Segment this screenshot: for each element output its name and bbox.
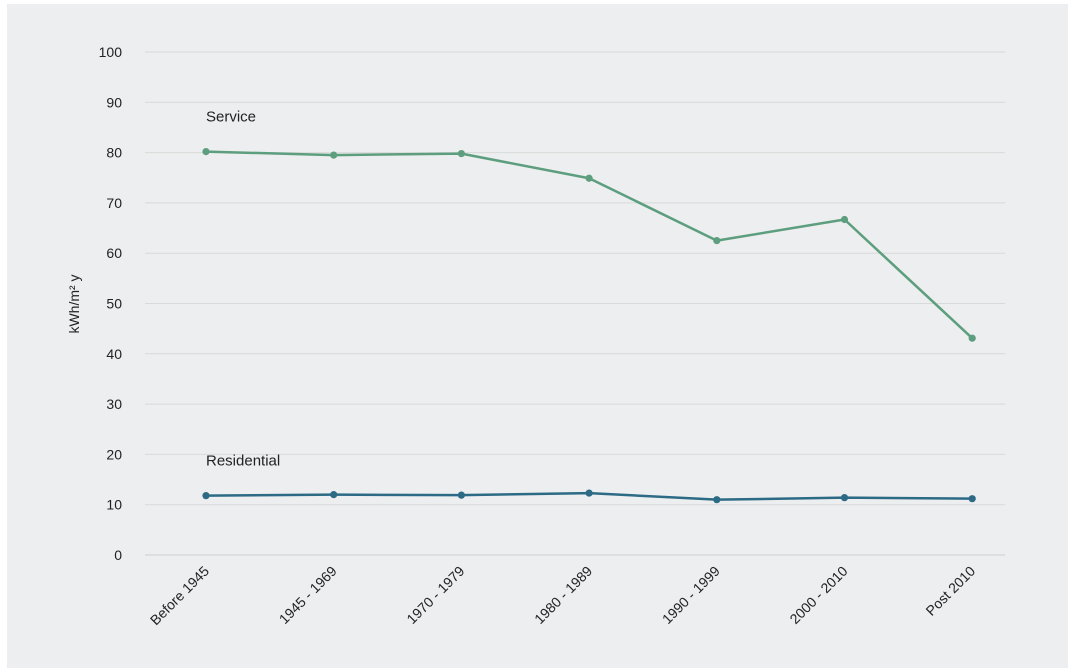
series-label: Service: [206, 109, 256, 126]
y-axis-ticks: 0 10 20 30 40 50 60 70 80 90 100: [99, 44, 123, 563]
y-tick-label: 90: [106, 94, 122, 110]
y-tick-label: 30: [106, 396, 122, 412]
y-tick-label: 50: [106, 296, 122, 312]
series-labels: Service Residential: [206, 109, 280, 470]
y-tick-label: 60: [106, 245, 122, 261]
x-tick-label: 1970 - 1979: [403, 563, 467, 627]
y-tick-label: 40: [106, 346, 122, 362]
series-lines: [202, 147, 976, 504]
data-point: [457, 150, 465, 158]
y-tick-label: 10: [106, 497, 122, 513]
data-point: [840, 215, 849, 224]
y-tick-label: 20: [106, 446, 122, 462]
data-point: [840, 494, 849, 502]
data-point: [202, 492, 210, 500]
chart-panel: 0 10 20 30 40 50 60 70 80 90 100 Before 1945 1945 -…: [7, 4, 1068, 668]
data-point: [585, 174, 593, 182]
data-point: [968, 495, 976, 503]
y-axis-label: kWh/m² y: [66, 274, 82, 333]
x-tick-label: 1945 - 1969: [276, 563, 340, 627]
x-tick-label: Before 1945: [147, 563, 212, 628]
data-point: [330, 491, 338, 499]
data-point: [585, 489, 593, 497]
y-tick-label: 0: [114, 547, 122, 563]
x-tick-label: Post 2010: [922, 563, 978, 619]
data-point: [457, 491, 465, 499]
y-tick-label: 80: [106, 145, 122, 161]
y-tick-label: 100: [99, 44, 123, 60]
line-chart: 0 10 20 30 40 50 60 70 80 90 100 Before 1945 1945 -…: [66, 44, 1005, 628]
x-axis-ticks: Before 1945 1945 - 1969 1970 - 1979 1980 - …: [147, 563, 979, 628]
x-tick-label: 2000 - 2010: [786, 563, 850, 627]
data-point: [713, 496, 721, 504]
gridlines: [145, 51, 1005, 556]
data-point: [968, 334, 976, 342]
data-point: [202, 147, 210, 156]
y-tick-label: 70: [106, 195, 122, 211]
x-tick-label: 1990 - 1999: [659, 563, 723, 627]
series-label: Residential: [206, 453, 280, 470]
x-tick-label: 1980 - 1989: [531, 563, 595, 627]
data-point: [713, 237, 721, 245]
data-point: [330, 151, 338, 159]
